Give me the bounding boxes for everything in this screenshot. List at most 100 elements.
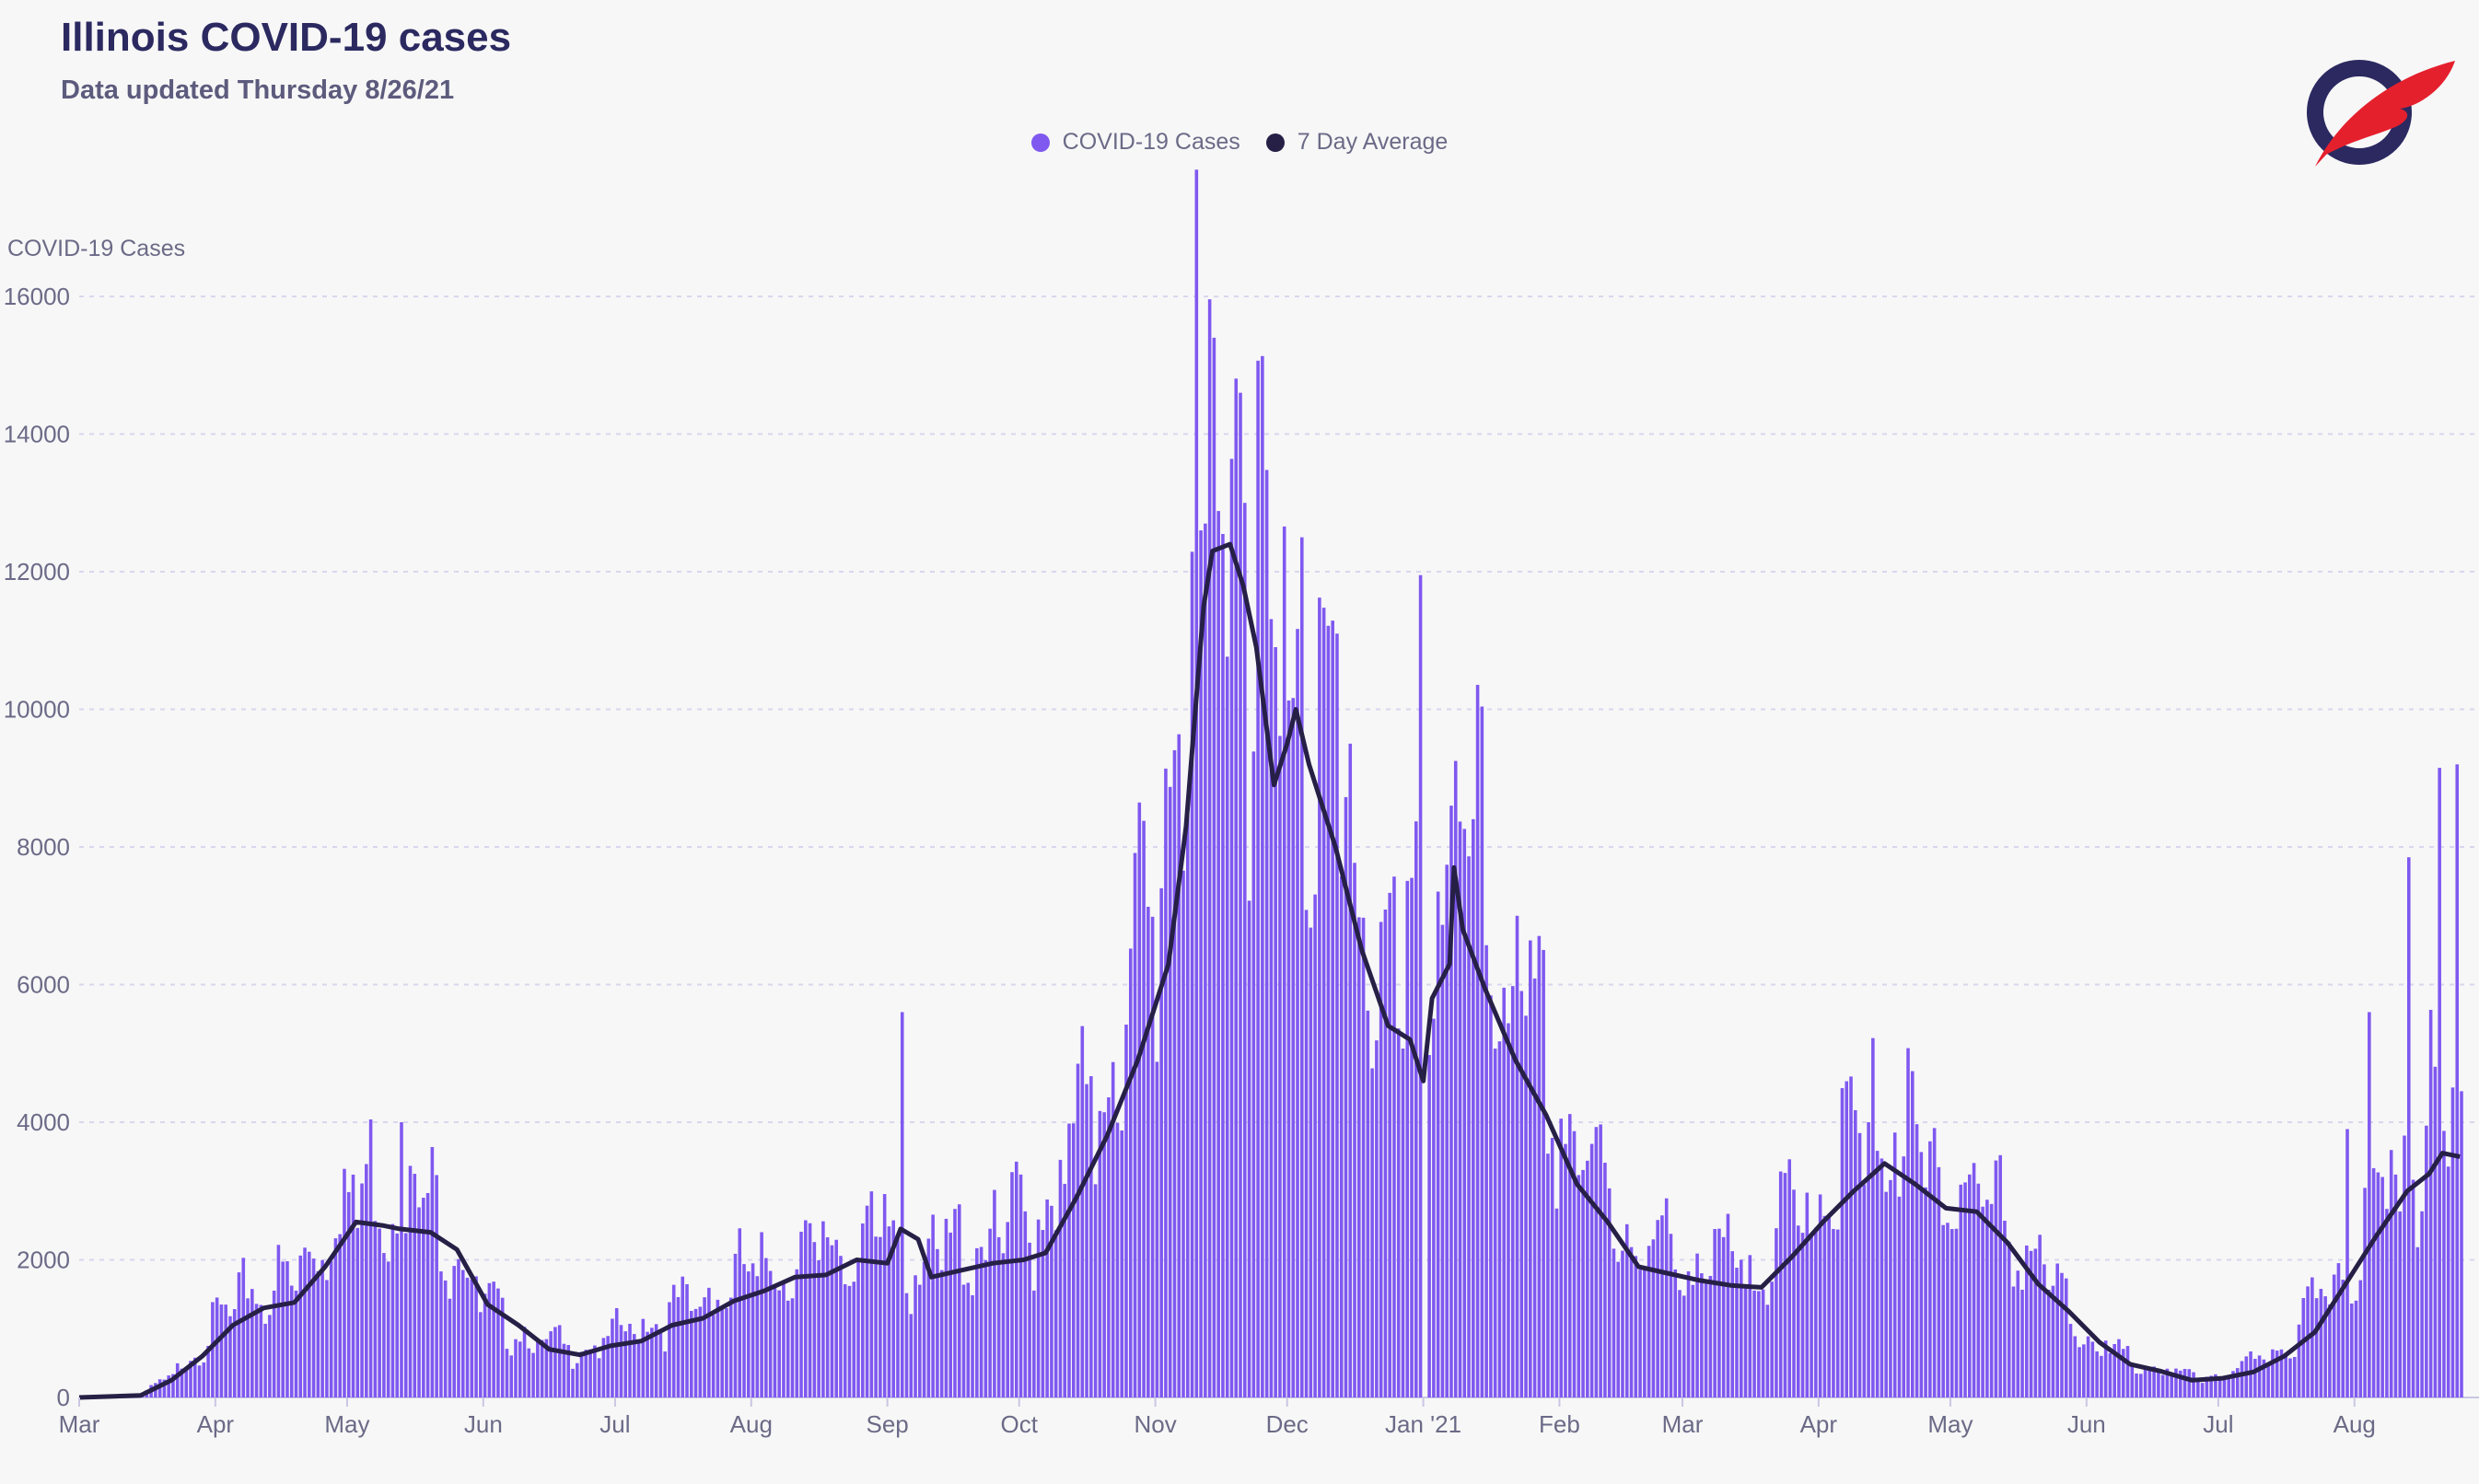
case-bar xyxy=(1634,1256,1638,1397)
case-bar xyxy=(1410,877,1414,1397)
case-bar xyxy=(487,1282,492,1397)
case-bar xyxy=(676,1296,681,1397)
case-bar xyxy=(1199,530,1203,1397)
case-bar xyxy=(623,1331,628,1397)
case-bar xyxy=(1212,337,1216,1398)
case-bar xyxy=(343,1168,346,1397)
case-bar xyxy=(891,1220,895,1397)
case-bar xyxy=(1770,1281,1774,1397)
case-bar xyxy=(474,1276,478,1397)
case-bar xyxy=(728,1297,733,1397)
case-bar xyxy=(1994,1160,1998,1397)
case-bar xyxy=(1462,829,1467,1397)
x-tick-label: Sep xyxy=(867,1410,909,1438)
x-tick-label: May xyxy=(1927,1410,1973,1438)
case-bar xyxy=(725,1307,728,1397)
case-bar xyxy=(360,1183,364,1397)
case-bar xyxy=(983,1259,988,1397)
case-bar xyxy=(1150,916,1155,1397)
case-bar xyxy=(1093,1184,1098,1397)
case-bar xyxy=(1673,1269,1678,1397)
case-bar xyxy=(325,1280,329,1397)
case-bar xyxy=(1857,1132,1862,1397)
case-bar xyxy=(333,1238,338,1397)
case-bar xyxy=(1353,863,1356,1397)
case-bar xyxy=(1739,1259,1743,1397)
case-bar xyxy=(614,1307,619,1397)
case-bar xyxy=(2043,1264,2046,1397)
case-bar xyxy=(346,1191,351,1397)
case-bar xyxy=(522,1327,527,1397)
case-bar xyxy=(2165,1368,2170,1397)
case-bar xyxy=(926,1238,931,1397)
case-bar xyxy=(1695,1253,1699,1397)
case-bar xyxy=(1366,1010,1370,1397)
case-bar xyxy=(2055,1263,2059,1397)
case-bar xyxy=(1436,891,1440,1397)
case-bar xyxy=(1484,945,1488,1397)
case-bar xyxy=(184,1367,189,1397)
case-bar xyxy=(400,1122,403,1397)
case-bar xyxy=(975,1247,979,1397)
case-bar xyxy=(2051,1285,2055,1397)
case-bar xyxy=(452,1266,456,1397)
case-bar xyxy=(2196,1379,2200,1397)
case-bar xyxy=(1589,1143,1594,1397)
case-bar xyxy=(1849,1076,1853,1397)
case-bar xyxy=(2235,1368,2240,1397)
case-bar xyxy=(597,1358,601,1397)
case-bar xyxy=(1080,1026,1085,1397)
case-bar xyxy=(2244,1356,2249,1397)
case-bar xyxy=(2301,1298,2306,1397)
case-bar xyxy=(1405,880,1410,1397)
case-bar xyxy=(514,1339,518,1397)
case-bar xyxy=(671,1284,676,1397)
case-bar xyxy=(1581,1169,1585,1397)
case-bar xyxy=(417,1207,421,1397)
case-bar xyxy=(768,1270,773,1397)
case-bar xyxy=(2275,1351,2279,1397)
case-bar xyxy=(1124,1024,1128,1397)
case-bar xyxy=(988,1228,992,1397)
case-bar xyxy=(914,1275,917,1397)
case-bar xyxy=(1107,1096,1111,1397)
case-bar xyxy=(1946,1223,1949,1397)
case-bar xyxy=(1814,1227,1818,1397)
case-bar xyxy=(1616,1261,1620,1397)
case-bar xyxy=(1554,1208,1559,1397)
case-bar xyxy=(1586,1160,1589,1397)
case-bar xyxy=(996,1236,1001,1397)
case-bar xyxy=(812,1242,817,1397)
case-bar xyxy=(1643,1268,1647,1397)
case-bar xyxy=(509,1355,514,1397)
case-bar xyxy=(518,1341,522,1397)
case-bar xyxy=(2108,1352,2112,1397)
case-bar xyxy=(1778,1171,1783,1397)
case-bar xyxy=(250,1289,254,1397)
legend-item-average[interactable]: 7 Day Average xyxy=(1265,129,1448,156)
case-bar xyxy=(1216,511,1220,1397)
legend-item-cases[interactable]: COVID-19 Cases xyxy=(1030,129,1240,156)
case-bar xyxy=(584,1350,588,1397)
case-bar xyxy=(1243,503,1247,1397)
case-bar xyxy=(1594,1127,1599,1397)
case-bar xyxy=(1321,608,1326,1397)
case-bar xyxy=(1989,1203,1994,1397)
case-bar xyxy=(1717,1228,1721,1397)
case-bar xyxy=(422,1198,425,1397)
case-bar xyxy=(531,1352,535,1397)
case-bar xyxy=(2446,1166,2450,1397)
case-bar xyxy=(808,1223,812,1397)
case-bar xyxy=(193,1357,197,1397)
case-bar xyxy=(386,1261,390,1397)
case-bar xyxy=(2020,1289,2024,1397)
case-bar xyxy=(544,1339,549,1397)
case-bar xyxy=(215,1297,219,1397)
case-bar xyxy=(1251,751,1256,1397)
case-bar xyxy=(1889,1179,1892,1397)
case-bar xyxy=(632,1334,636,1397)
case-bar xyxy=(211,1302,215,1397)
case-bar xyxy=(1937,1166,1941,1397)
case-bar xyxy=(1418,574,1423,1397)
case-bar xyxy=(171,1374,175,1397)
